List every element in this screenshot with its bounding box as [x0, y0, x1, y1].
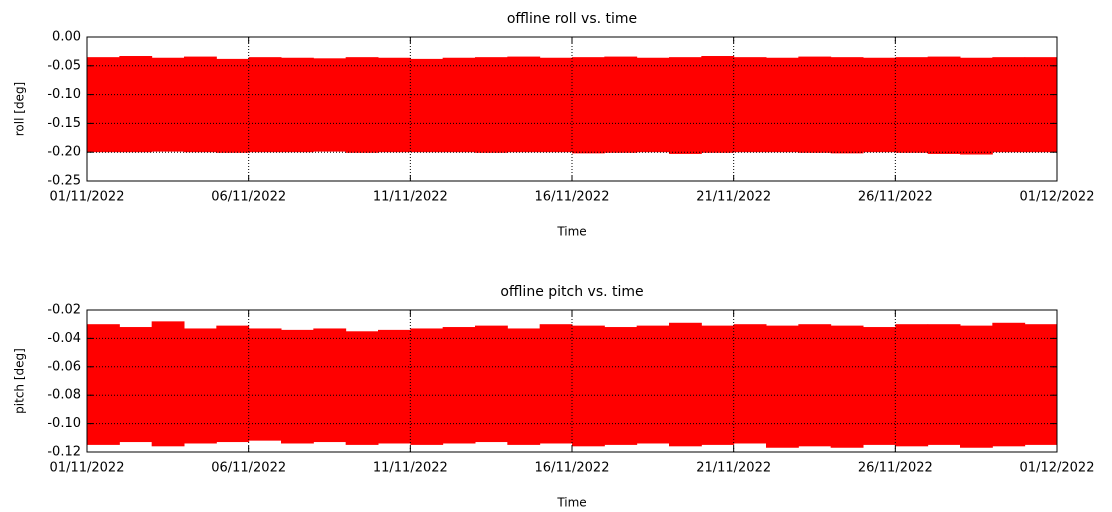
range-bar [701, 325, 735, 445]
range-bar [442, 327, 476, 444]
x-tick-label: 11/11/2022 [373, 190, 448, 205]
range-bar [927, 324, 961, 445]
range-bar [507, 56, 541, 153]
x-tick-label: 01/11/2022 [50, 190, 125, 205]
y-tick-label: 0.00 [52, 30, 81, 45]
range-bar [475, 325, 508, 443]
x-axis-label: Time [556, 225, 586, 239]
y-tick-label: -0.10 [47, 416, 81, 431]
range-bar [119, 56, 153, 153]
range-bar [539, 324, 573, 444]
range-bar [701, 56, 735, 153]
range-bar [410, 58, 444, 153]
y-tick-label: -0.12 [47, 445, 81, 460]
range-bar [378, 329, 411, 444]
x-tick-label: 01/12/2022 [1020, 461, 1095, 476]
range-bar [669, 322, 702, 447]
x-axis-label: Time [556, 496, 586, 510]
range-bar [863, 57, 896, 153]
range-bar [863, 327, 896, 445]
range-bar [216, 325, 250, 443]
y-tick-label: -0.08 [47, 388, 81, 403]
x-tick-label: 16/11/2022 [535, 190, 610, 205]
range-bar [281, 329, 314, 444]
range-bar [507, 328, 541, 445]
y-tick-label: -0.15 [47, 116, 81, 131]
range-bar [1024, 324, 1058, 445]
range-bar [960, 325, 993, 448]
range-bar [895, 324, 929, 447]
range-bar [830, 325, 864, 448]
y-tick-label: -0.05 [47, 58, 81, 73]
range-bar [184, 56, 217, 153]
range-bar [87, 57, 120, 153]
chart-title: offline roll vs. time [507, 11, 637, 27]
x-tick-label: 01/11/2022 [50, 461, 125, 476]
x-tick-label: 11/11/2022 [373, 461, 448, 476]
x-tick-label: 21/11/2022 [696, 461, 771, 476]
range-bar [119, 327, 153, 443]
range-bar [636, 57, 670, 153]
range-bar [281, 57, 314, 153]
y-tick-label: -0.02 [47, 303, 81, 318]
range-bar [927, 56, 961, 154]
range-bar [151, 57, 185, 152]
range-bar [895, 57, 929, 153]
y-tick-label: -0.20 [47, 145, 81, 160]
range-bar [345, 57, 379, 153]
x-tick-label: 16/11/2022 [535, 461, 610, 476]
x-tick-label: 06/11/2022 [211, 461, 286, 476]
range-bar [345, 331, 379, 445]
range-bar [151, 321, 185, 447]
range-bar [733, 324, 767, 444]
range-bar [87, 324, 120, 445]
range-bar [410, 328, 444, 445]
range-bar [766, 325, 799, 448]
range-bar [248, 57, 282, 153]
range-bar [798, 56, 832, 153]
y-tick-label: -0.25 [47, 174, 81, 189]
chart-title: offline pitch vs. time [500, 284, 643, 300]
y-axis-label: pitch [deg] [13, 348, 27, 414]
range-bar [604, 327, 638, 445]
range-bar [798, 324, 832, 447]
y-axis-label: roll [deg] [13, 82, 27, 136]
range-bar [572, 57, 605, 154]
y-tick-label: -0.06 [47, 359, 81, 374]
x-tick-label: 26/11/2022 [858, 461, 933, 476]
y-tick-label: -0.10 [47, 87, 81, 102]
plot-frame [86, 309, 1058, 453]
range-bar [572, 325, 605, 447]
range-bar [669, 57, 702, 154]
x-tick-label: 21/11/2022 [696, 190, 771, 205]
range-bar [733, 57, 767, 153]
y-tick-label: -0.04 [47, 331, 81, 346]
range-bar [992, 322, 1026, 447]
x-tick-label: 01/12/2022 [1020, 190, 1095, 205]
range-bar [604, 56, 638, 153]
range-bar [184, 328, 217, 444]
range-bar [766, 57, 799, 153]
range-bar [992, 57, 1026, 153]
x-tick-label: 26/11/2022 [858, 190, 933, 205]
x-tick-label: 06/11/2022 [211, 190, 286, 205]
range-bar [960, 57, 993, 155]
range-bar [636, 325, 670, 444]
range-bar [1024, 57, 1058, 153]
range-bar [216, 58, 250, 153]
plot-frame [86, 36, 1058, 182]
range-bar [378, 57, 411, 153]
range-bar [248, 328, 282, 441]
range-bar [313, 328, 347, 443]
range-bar [313, 58, 347, 152]
range-bar [475, 57, 508, 153]
range-bar [830, 57, 864, 154]
range-bar [442, 57, 476, 153]
range-bar [539, 57, 573, 153]
